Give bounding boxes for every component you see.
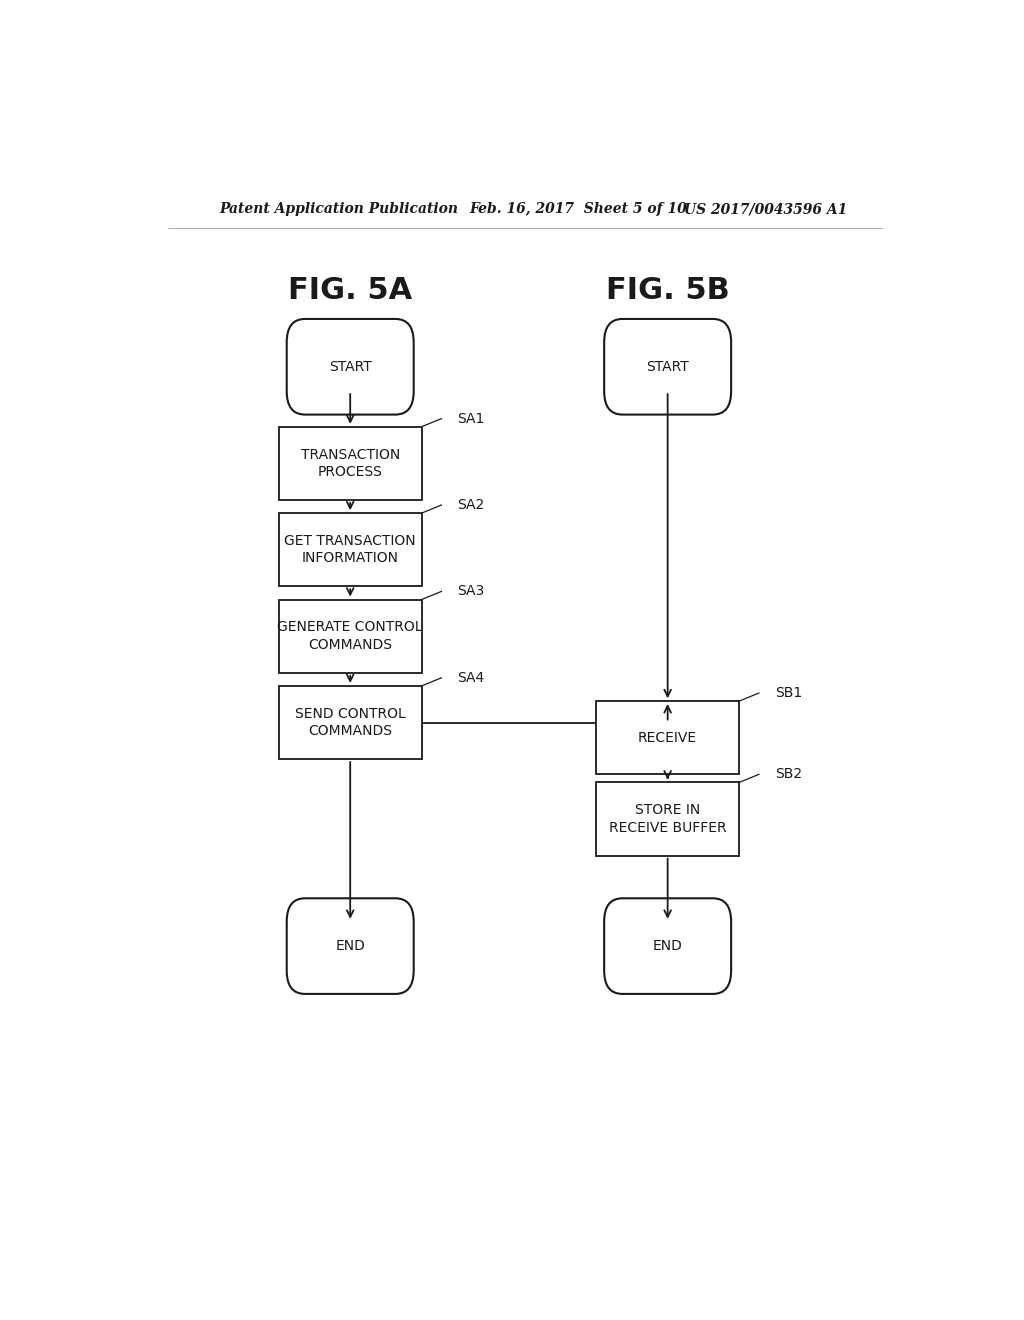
Text: END: END bbox=[652, 939, 683, 953]
FancyBboxPatch shape bbox=[287, 899, 414, 994]
Text: SB1: SB1 bbox=[775, 686, 802, 700]
Text: TRANSACTION
PROCESS: TRANSACTION PROCESS bbox=[301, 447, 399, 479]
Text: SA2: SA2 bbox=[458, 498, 484, 512]
Text: SA4: SA4 bbox=[458, 671, 484, 685]
Text: START: START bbox=[646, 360, 689, 374]
Text: FIG. 5A: FIG. 5A bbox=[288, 276, 413, 305]
Bar bbox=[279, 513, 422, 586]
Text: Patent Application Publication: Patent Application Publication bbox=[219, 202, 459, 216]
FancyBboxPatch shape bbox=[287, 319, 414, 414]
Text: GENERATE CONTROL
COMMANDS: GENERATE CONTROL COMMANDS bbox=[278, 620, 423, 652]
Text: SB2: SB2 bbox=[775, 767, 802, 781]
Bar bbox=[596, 701, 739, 775]
Text: RECEIVE: RECEIVE bbox=[638, 731, 697, 744]
Bar bbox=[279, 599, 422, 673]
Text: END: END bbox=[335, 939, 366, 953]
FancyBboxPatch shape bbox=[604, 319, 731, 414]
FancyBboxPatch shape bbox=[604, 899, 731, 994]
Text: STORE IN
RECEIVE BUFFER: STORE IN RECEIVE BUFFER bbox=[609, 804, 726, 834]
Text: SA1: SA1 bbox=[458, 412, 484, 425]
Text: SA3: SA3 bbox=[458, 585, 484, 598]
Text: FIG. 5B: FIG. 5B bbox=[606, 276, 729, 305]
Text: GET TRANSACTION
INFORMATION: GET TRANSACTION INFORMATION bbox=[285, 535, 416, 565]
Text: US 2017/0043596 A1: US 2017/0043596 A1 bbox=[684, 202, 847, 216]
Bar bbox=[279, 426, 422, 500]
Bar bbox=[596, 783, 739, 855]
Text: SEND CONTROL
COMMANDS: SEND CONTROL COMMANDS bbox=[295, 706, 406, 738]
Text: START: START bbox=[329, 360, 372, 374]
Bar bbox=[279, 686, 422, 759]
Text: Feb. 16, 2017  Sheet 5 of 10: Feb. 16, 2017 Sheet 5 of 10 bbox=[469, 202, 687, 216]
